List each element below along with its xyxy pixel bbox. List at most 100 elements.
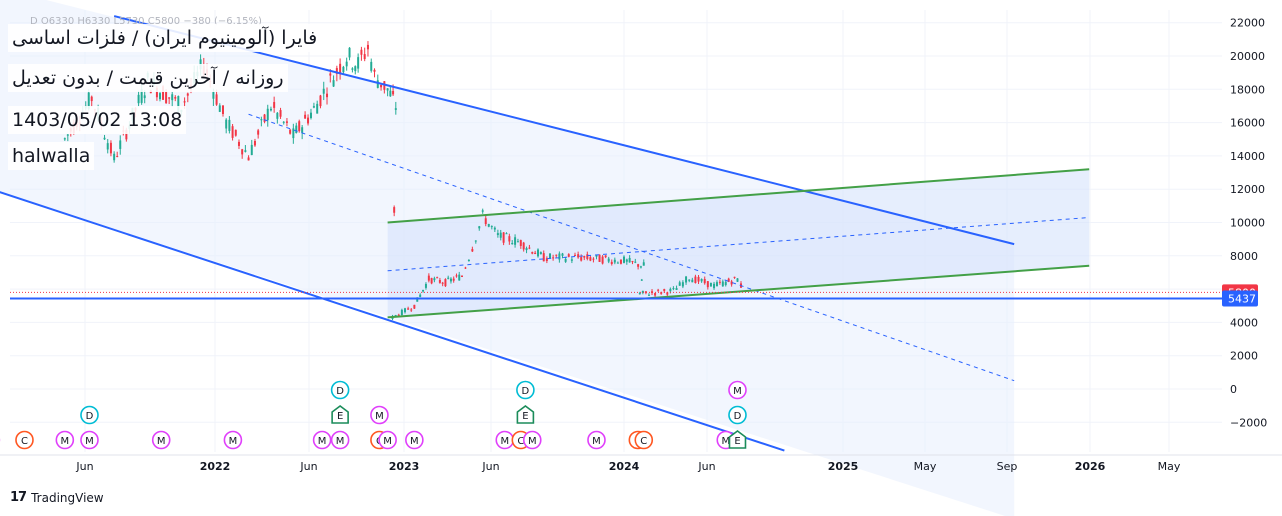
candle-body [604,255,607,258]
candle-body [733,276,736,278]
candle-body [218,105,221,112]
candle-body [215,94,218,105]
candle-body [666,292,669,295]
candle-body [335,68,338,74]
event-marker-circle [728,380,747,400]
candle-body [548,253,551,259]
blue-channel-midline [248,113,1015,382]
candle-body [380,84,383,88]
candle-body [516,241,519,243]
candle-body [90,96,93,102]
event-marker-label: M [229,436,238,447]
candle-body [589,257,592,261]
candle-body [718,281,721,283]
chart-subtitle: روزانه / آخرین قیمت / بدون تعدیل [8,64,288,92]
candle-body [410,309,413,311]
time-axis-tick-label: 2022 [200,460,231,473]
event-marker-label: M [500,436,509,447]
candle-body [519,240,522,246]
candle-body [639,266,642,268]
candle-body [542,253,545,262]
candle-body [304,114,307,119]
candle-body [345,61,348,67]
candle-body [231,126,234,138]
candle-body [669,288,672,292]
candle-body [419,294,422,297]
price-axis-tick-label: 16000 [1230,117,1265,130]
candle-body [241,149,244,155]
candle-body [295,125,298,134]
event-marker-label: M [61,436,70,447]
candle-body [430,278,433,284]
candle-body [534,252,537,255]
candle-body [424,283,427,288]
tradingview-logo[interactable]: 17 TradingView [10,490,104,505]
event-marker-circle [330,430,350,450]
candle-body [449,278,452,282]
candle-body [221,105,224,114]
candle-body [558,253,561,260]
candle-body [539,252,542,255]
candle-body [727,278,730,282]
event-marker-circle [312,430,332,450]
candle-body [616,262,619,264]
event-marker-label: M [336,436,345,447]
event-marker-label: M [383,436,392,447]
event-marker-M: M [330,430,350,450]
candle-body [416,297,419,302]
event-marker-D: D [80,405,99,425]
candle-body [394,315,397,317]
candle-body [257,130,260,135]
candle-body [329,73,332,76]
candle-body [276,112,279,119]
candle-body [455,275,458,277]
event-marker-M: M [405,430,424,450]
candle-body [119,140,122,149]
candle-body [638,293,641,295]
candle-body [422,289,425,292]
candle-body [413,304,416,309]
candle-body [619,259,622,264]
price-axis: 2200020000180001600014000120001000080006… [1222,0,1282,458]
candle-body [158,93,161,100]
event-marker-M: M [728,380,747,400]
price-axis-tick-label: 20000 [1230,50,1265,63]
candle-body [586,254,589,260]
event-marker-label: D [734,411,742,422]
candle-body [389,90,392,97]
candle-body [623,256,625,263]
candle-body [736,278,739,282]
event-marker-label: E [337,411,343,422]
candle-body [373,69,376,72]
candle-body [595,254,598,257]
candle-body [168,97,171,99]
candle-body [363,54,366,60]
candle-body [478,226,481,229]
candle-body [155,87,158,98]
candle-body [351,68,354,70]
candle-body [675,288,678,290]
candle-body [625,259,628,262]
candle-body [177,96,180,113]
candle-body [471,249,474,252]
candle-body [370,61,373,71]
candle-body [292,128,295,139]
candle-body [103,137,106,140]
event-marker-label: M [410,436,419,447]
time-axis-tick-label: May [1158,460,1181,473]
candle-body [598,254,601,262]
candle-body [63,138,66,140]
candle-body [332,80,335,87]
candle-body [511,242,514,245]
candle-body [703,278,706,284]
candle-body [307,117,310,124]
tradingview-logo-icon: 17 [10,490,27,505]
time-axis-tick-label: Jun [75,460,93,473]
candle-body [499,232,502,238]
candle-body [397,314,400,317]
event-marker-label: M [721,436,730,447]
candle-body [496,233,499,236]
candle-body [244,150,247,152]
event-marker-label: M [85,436,94,447]
